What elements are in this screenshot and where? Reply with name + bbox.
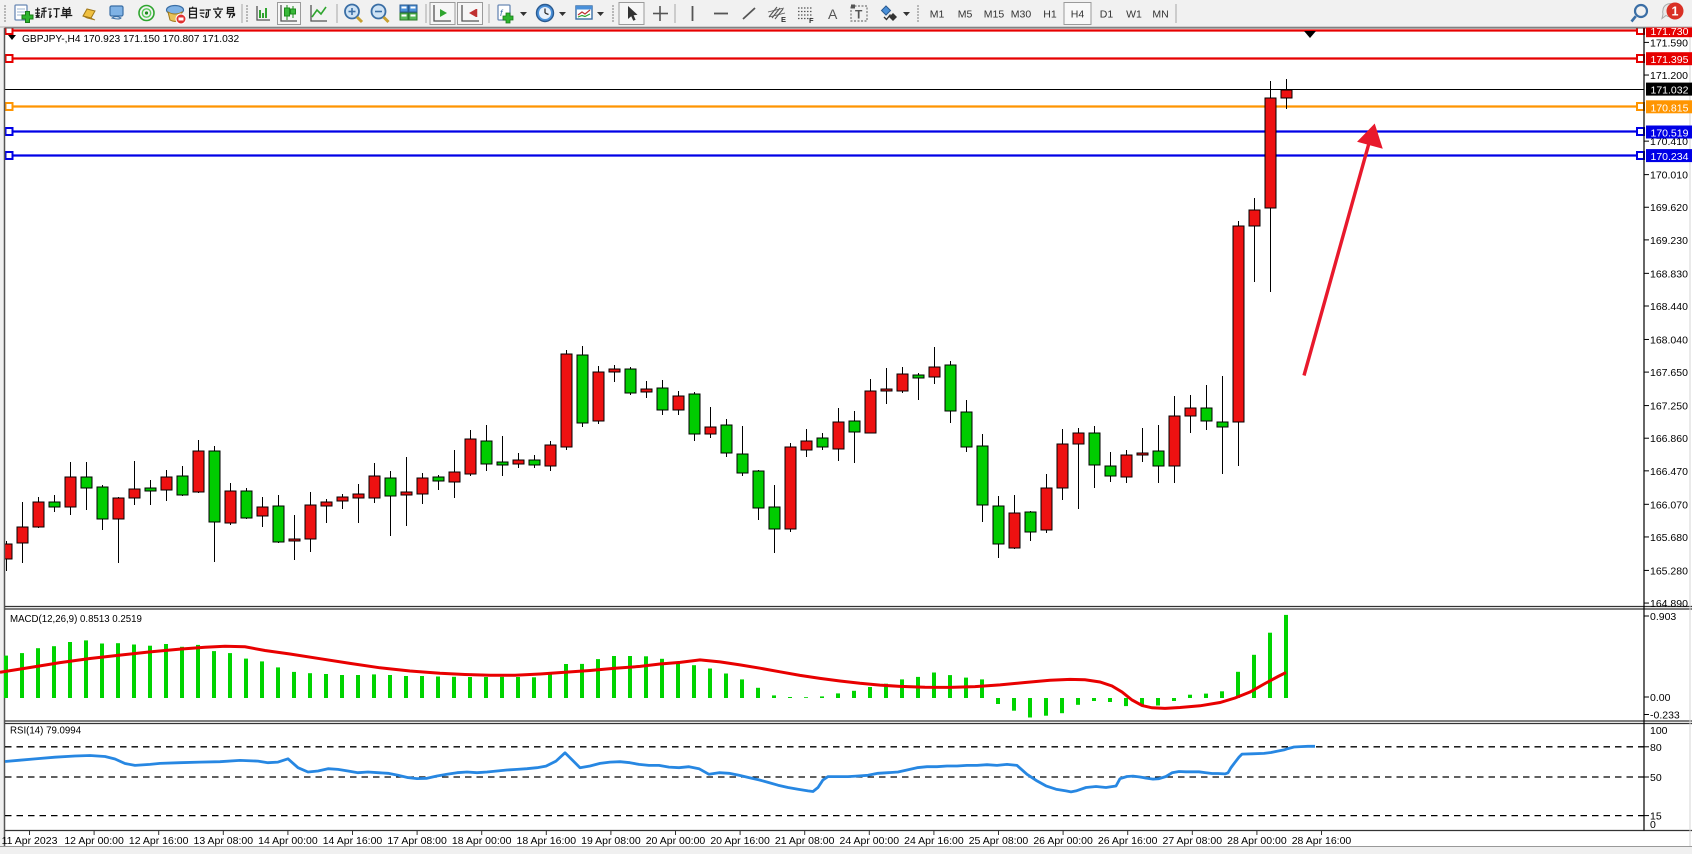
svg-text:171.395: 171.395 bbox=[1651, 54, 1689, 66]
svg-text:28 Apr 00:00: 28 Apr 00:00 bbox=[1227, 835, 1287, 847]
svg-text:20 Apr 16:00: 20 Apr 16:00 bbox=[710, 835, 770, 847]
svg-text:17 Apr 08:00: 17 Apr 08:00 bbox=[387, 835, 447, 847]
svg-text:80: 80 bbox=[1650, 742, 1662, 754]
svg-text:12 Apr 16:00: 12 Apr 16:00 bbox=[129, 835, 189, 847]
svg-text:f: f bbox=[500, 8, 504, 18]
svg-text:26 Apr 16:00: 26 Apr 16:00 bbox=[1098, 835, 1158, 847]
svg-text:D1: D1 bbox=[1100, 9, 1114, 21]
svg-text:170.234: 170.234 bbox=[1651, 151, 1689, 163]
svg-text:100: 100 bbox=[1650, 725, 1668, 737]
svg-text:166.860: 166.860 bbox=[1650, 433, 1688, 445]
svg-text:28 Apr 16:00: 28 Apr 16:00 bbox=[1292, 835, 1352, 847]
svg-text:GBPJPY-,H4 170.923 171.150 17: GBPJPY-,H4 170.923 171.150 170.807 171.0… bbox=[22, 34, 239, 45]
svg-text:165.280: 165.280 bbox=[1650, 565, 1688, 577]
svg-text:14 Apr 00:00: 14 Apr 00:00 bbox=[258, 835, 318, 847]
svg-text:168.040: 168.040 bbox=[1650, 334, 1688, 346]
svg-text:M1: M1 bbox=[930, 9, 945, 21]
svg-text:T: T bbox=[855, 8, 863, 22]
svg-text:164.890: 164.890 bbox=[1650, 598, 1688, 610]
svg-text:A: A bbox=[828, 6, 838, 22]
svg-text:H1: H1 bbox=[1043, 9, 1057, 21]
svg-text:171.200: 171.200 bbox=[1650, 70, 1688, 82]
svg-text:167.650: 167.650 bbox=[1650, 367, 1688, 379]
svg-text:M15: M15 bbox=[984, 9, 1005, 21]
svg-text:24 Apr 16:00: 24 Apr 16:00 bbox=[904, 835, 964, 847]
svg-text:1: 1 bbox=[1672, 5, 1679, 19]
svg-text:11 Apr 2023: 11 Apr 2023 bbox=[2, 835, 58, 847]
svg-text:14 Apr 16:00: 14 Apr 16:00 bbox=[323, 835, 383, 847]
svg-text:-0.233: -0.233 bbox=[1650, 710, 1680, 722]
svg-text:MN: MN bbox=[1152, 9, 1168, 21]
svg-text:170.410: 170.410 bbox=[1650, 136, 1688, 148]
svg-text:0: 0 bbox=[1650, 819, 1656, 831]
svg-text:171.730: 171.730 bbox=[1651, 26, 1689, 38]
svg-text:168.440: 168.440 bbox=[1650, 301, 1688, 313]
svg-text:15: 15 bbox=[1650, 811, 1662, 823]
svg-text:20 Apr 00:00: 20 Apr 00:00 bbox=[646, 835, 706, 847]
svg-text:167.250: 167.250 bbox=[1650, 401, 1688, 413]
svg-text:M5: M5 bbox=[958, 9, 973, 21]
svg-text:19 Apr 08:00: 19 Apr 08:00 bbox=[581, 835, 641, 847]
svg-text:27 Apr 08:00: 27 Apr 08:00 bbox=[1163, 835, 1223, 847]
svg-text:E: E bbox=[781, 15, 786, 24]
svg-text:170.519: 170.519 bbox=[1651, 128, 1689, 140]
svg-text:50: 50 bbox=[1650, 772, 1662, 784]
svg-text:18 Apr 16:00: 18 Apr 16:00 bbox=[517, 835, 577, 847]
svg-text:169.230: 169.230 bbox=[1650, 235, 1688, 247]
svg-text:M30: M30 bbox=[1011, 9, 1032, 21]
svg-text:18 Apr 00:00: 18 Apr 00:00 bbox=[452, 835, 512, 847]
svg-text:12 Apr 00:00: 12 Apr 00:00 bbox=[64, 835, 124, 847]
svg-text:171.032: 171.032 bbox=[1651, 85, 1689, 97]
svg-text:26 Apr 00:00: 26 Apr 00:00 bbox=[1033, 835, 1093, 847]
svg-text:21 Apr 08:00: 21 Apr 08:00 bbox=[775, 835, 835, 847]
svg-text:171.590: 171.590 bbox=[1650, 37, 1688, 49]
svg-text:24 Apr 00:00: 24 Apr 00:00 bbox=[840, 835, 900, 847]
svg-text:25 Apr 08:00: 25 Apr 08:00 bbox=[969, 835, 1029, 847]
svg-text:166.470: 166.470 bbox=[1650, 466, 1688, 478]
svg-text:0.903: 0.903 bbox=[1650, 611, 1676, 623]
svg-text:H4: H4 bbox=[1071, 9, 1085, 21]
svg-text:166.070: 166.070 bbox=[1650, 499, 1688, 511]
svg-text:170.010: 170.010 bbox=[1650, 170, 1688, 182]
svg-text:165.680: 165.680 bbox=[1650, 532, 1688, 544]
svg-text:F: F bbox=[809, 16, 814, 25]
svg-text:170.815: 170.815 bbox=[1651, 102, 1689, 114]
svg-text:169.620: 169.620 bbox=[1650, 202, 1688, 214]
svg-text:13 Apr 08:00: 13 Apr 08:00 bbox=[194, 835, 254, 847]
svg-text:MACD(12,26,9) 0.8513 0.2519: MACD(12,26,9) 0.8513 0.2519 bbox=[10, 614, 142, 625]
svg-text:0.00: 0.00 bbox=[1650, 692, 1671, 704]
svg-text:168.830: 168.830 bbox=[1650, 268, 1688, 280]
svg-text:W1: W1 bbox=[1126, 9, 1142, 21]
svg-text:RSI(14) 79.0994: RSI(14) 79.0994 bbox=[10, 726, 82, 737]
